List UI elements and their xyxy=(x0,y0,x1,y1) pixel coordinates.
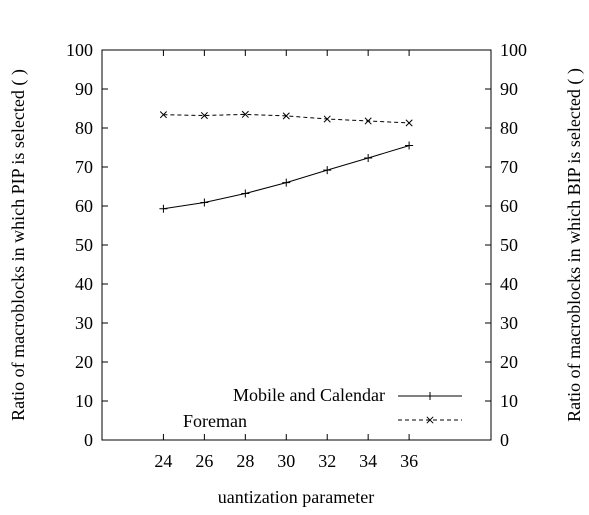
legend-marker-plus xyxy=(426,392,434,400)
y-tick-label: 70 xyxy=(75,157,93,177)
data-point-plus xyxy=(405,141,414,150)
data-point-x xyxy=(323,115,331,123)
y-tick-label: 90 xyxy=(75,79,93,99)
y2-tick-label: 30 xyxy=(500,313,518,333)
y2-tick-label: 40 xyxy=(500,274,518,294)
y2-tick-label: 20 xyxy=(500,352,518,372)
y-axis-label: Ratio of macroblocks in which PIP is sel… xyxy=(8,69,29,421)
y2-tick-label: 60 xyxy=(500,196,518,216)
y-tick-label: 40 xyxy=(75,274,93,294)
data-point-plus xyxy=(364,154,373,163)
x-tick-label: 30 xyxy=(277,451,295,471)
x-tick-label: 34 xyxy=(359,451,377,471)
y-tick-label: 30 xyxy=(75,313,93,333)
legend-label-1: Foreman xyxy=(183,411,247,431)
y-tick-label: 60 xyxy=(75,196,93,216)
data-point-plus xyxy=(200,198,209,207)
series-line-0 xyxy=(163,145,410,210)
plot-area xyxy=(101,49,492,441)
y-axis-left: 0 10 20 30 40 50 60 70 80 90 100 xyxy=(66,40,108,450)
y2-tick-label: 80 xyxy=(500,118,518,138)
data-point-plus xyxy=(159,204,168,213)
x-axis: 24 26 28 30 32 34 36 xyxy=(154,50,418,471)
y-tick-label: 10 xyxy=(75,391,93,411)
y-tick-label: 20 xyxy=(75,352,93,372)
legend-label-0: Mobile and Calendar xyxy=(233,385,385,405)
data-point-plus xyxy=(323,166,332,175)
y-tick-label: 0 xyxy=(84,430,93,450)
x-tick-label: 24 xyxy=(154,451,172,471)
data-point-x xyxy=(364,117,372,125)
data-point-x xyxy=(200,111,208,120)
data-point-x xyxy=(282,112,290,120)
data-point-x xyxy=(159,111,167,119)
data-point-x xyxy=(405,119,413,127)
legend: Mobile and Calendar Foreman xyxy=(183,385,462,431)
x-tick-label: 28 xyxy=(236,451,254,471)
y2-tick-label: 10 xyxy=(500,391,518,411)
data-point-plus xyxy=(241,189,250,198)
y2-axis-label: Ratio of macroblocks in which BIP is sel… xyxy=(564,68,585,422)
data-point-plus xyxy=(282,178,291,187)
x-axis-label: uantization parameter xyxy=(218,487,374,507)
y2-tick-label: 100 xyxy=(500,40,527,60)
x-tick-label: 32 xyxy=(318,451,336,471)
y2-tick-label: 50 xyxy=(500,235,518,255)
legend-marker-x xyxy=(426,416,434,424)
y2-tick-label: 0 xyxy=(500,430,509,450)
x-tick-label: 26 xyxy=(195,451,213,471)
series-layer xyxy=(159,110,414,213)
y2-tick-label: 70 xyxy=(500,157,518,177)
y-tick-label: 80 xyxy=(75,118,93,138)
y-axis-right: 0 10 20 30 40 50 60 70 80 90 100 xyxy=(485,40,527,450)
data-point-x xyxy=(241,110,249,118)
y-tick-label: 50 xyxy=(75,235,93,255)
y-tick-label: 100 xyxy=(66,40,93,60)
plot-frame xyxy=(101,49,492,441)
y2-tick-label: 90 xyxy=(500,79,518,99)
x-tick-label: 36 xyxy=(400,451,418,471)
